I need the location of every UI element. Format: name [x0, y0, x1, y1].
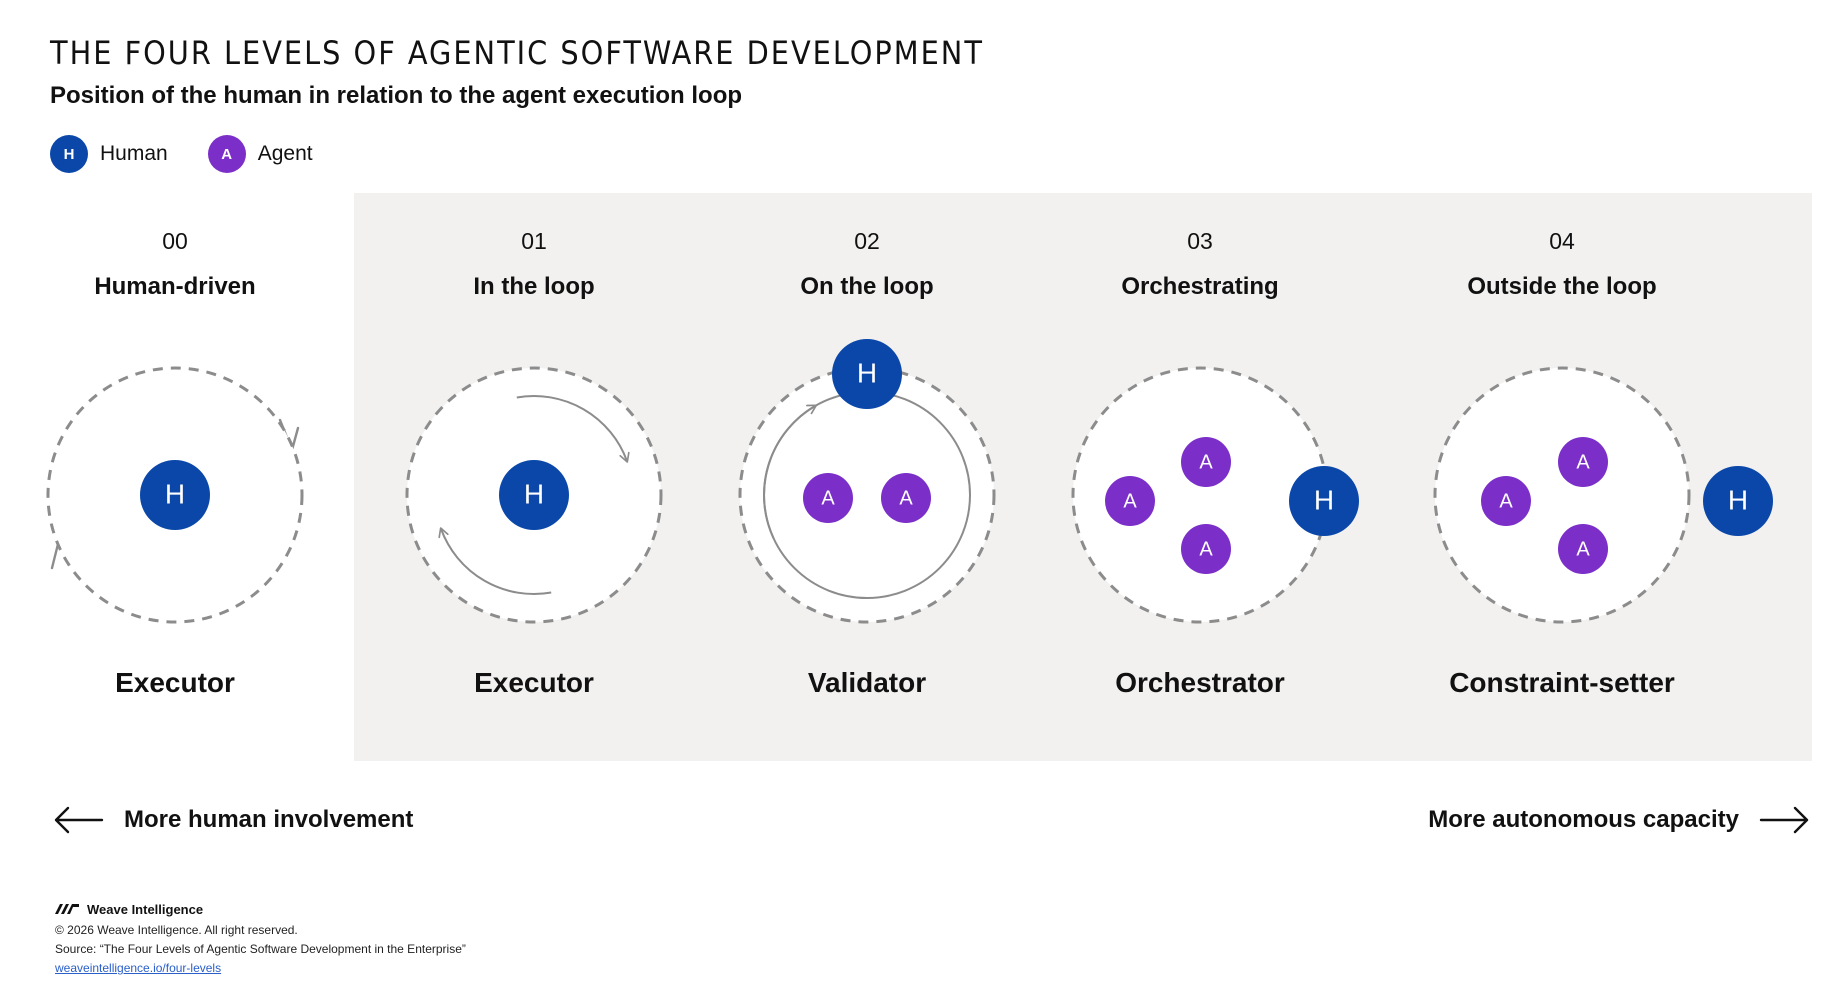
human-node-label: H: [857, 357, 877, 388]
role-02: Validator: [807, 667, 927, 698]
level-name-02: On the loop: [800, 273, 934, 300]
agent-node: [803, 473, 853, 523]
agent-node-label: A: [1123, 490, 1137, 512]
copyright-text: © 2026 Weave Intelligence. All right res…: [55, 923, 298, 937]
weave-logo-icon: [55, 904, 79, 914]
level-number-04: 04: [1549, 228, 1575, 254]
agent-node-label: A: [1199, 538, 1213, 560]
legend-label-human: Human: [100, 142, 168, 165]
source-link[interactable]: weaveintelligence.io/four-levels: [55, 961, 222, 975]
legend-label-agent: Agent: [257, 142, 313, 165]
level-name-03: Orchestrating: [1121, 273, 1279, 300]
page-title: THE FOUR LEVELS OF AGENTIC SOFTWARE DEVE…: [50, 34, 984, 72]
brand-name: Weave Intelligence: [87, 901, 204, 917]
agent-node-label: A: [1499, 490, 1513, 512]
agent-dot-icon: A: [207, 135, 246, 173]
human-dot-icon: H: [50, 135, 88, 173]
legend-item-agent: A Agent: [207, 135, 313, 173]
execution-loop: [1433, 366, 1691, 624]
role-00: Executor: [115, 667, 235, 698]
agent-node-label: A: [1576, 451, 1590, 473]
loop-arrow-icon: [763, 404, 818, 539]
human-node: [832, 339, 902, 409]
agent-node-label: A: [1576, 538, 1590, 560]
level-number-03: 03: [1187, 228, 1213, 254]
agent-node-label: A: [899, 487, 913, 509]
agent-node: [1558, 524, 1608, 574]
role-04: Constraint-setter: [1449, 667, 1675, 698]
agent-node-label: A: [1199, 451, 1213, 473]
axis-left: More human involvement: [52, 800, 413, 840]
level-number-02: 02: [854, 228, 880, 254]
agent-node-label: A: [821, 487, 835, 509]
legend: H Human A Agent: [50, 134, 353, 174]
agent-node: [1105, 476, 1155, 526]
human-node-label: H: [165, 478, 185, 509]
human-node: [1703, 466, 1773, 536]
role-03: Orchestrator: [1115, 667, 1285, 698]
human-node-label: H: [524, 478, 544, 509]
agent-node: [1481, 476, 1531, 526]
human-node-label: H: [1728, 484, 1748, 515]
agent-node: [1181, 437, 1231, 487]
level-name-00: Human-driven: [94, 273, 256, 300]
page-subtitle: Position of the human in relation to the…: [50, 82, 743, 109]
arrow-right-icon: [1759, 806, 1809, 834]
level-name-04: Outside the loop: [1467, 273, 1657, 300]
arrow-left-icon: [54, 806, 104, 834]
level-number-00: 00: [162, 228, 188, 254]
brand: Weave Intelligence: [55, 900, 466, 918]
agent-node: [1181, 524, 1231, 574]
human-node: [140, 460, 210, 530]
human-node: [1289, 466, 1359, 536]
level-number-01: 01: [521, 228, 547, 254]
legend-item-human: H Human: [50, 135, 168, 173]
role-01: Executor: [474, 667, 594, 698]
loop-arrow-icon: [516, 395, 630, 463]
axis-left-label: More human involvement: [124, 806, 414, 833]
agent-node: [881, 473, 931, 523]
footer: Weave Intelligence © 2026 Weave Intellig…: [55, 900, 466, 975]
axis-right: More autonomous capacity: [1428, 800, 1811, 840]
level-name-01: In the loop: [473, 273, 595, 300]
human-node-label: H: [1314, 484, 1334, 515]
source-text: Source: “The Four Levels of Agentic Soft…: [55, 942, 466, 956]
human-node: [499, 460, 569, 530]
agent-node: [1558, 437, 1608, 487]
loop-arrow-icon: [438, 527, 552, 595]
axis-right-label: More autonomous capacity: [1428, 806, 1739, 833]
